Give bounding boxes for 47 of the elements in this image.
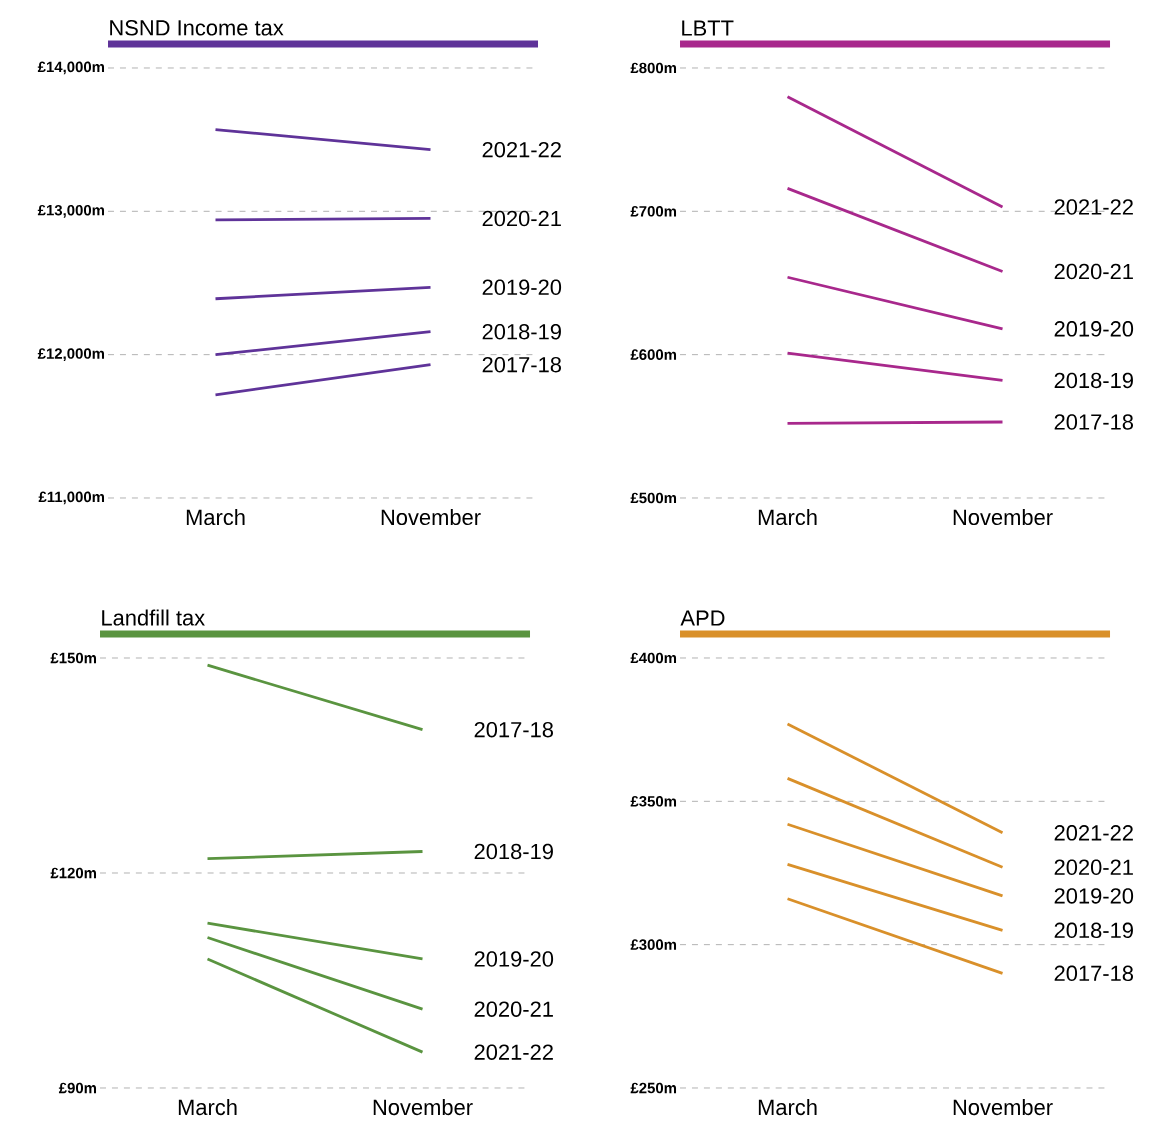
y-tick-label: £13,000m (37, 204, 105, 218)
x-tick-label: March (758, 509, 817, 526)
text: 2021-22 (1054, 825, 1133, 841)
text: 2018-19 (474, 843, 553, 860)
y-tick-label: £120m (50, 867, 97, 879)
y-tick-label: £14,000m (37, 61, 105, 75)
text: 2019-20 (1054, 888, 1134, 904)
text: 2021-22 (1054, 199, 1133, 215)
text: 2020-21 (482, 210, 561, 227)
chart-title: APD (680, 610, 725, 626)
y-tick-label: £150m (50, 652, 97, 664)
text: 2017-18 (482, 356, 561, 373)
text: 2018-19 (482, 323, 561, 340)
text: 2017-18 (474, 721, 553, 738)
x-tick-label: March (186, 509, 245, 526)
text: 2018-19 (1054, 922, 1133, 939)
text: 2017-18 (1054, 414, 1134, 430)
chart-title: Landfill tax (102, 609, 205, 626)
y-tick-label: £350m (630, 796, 677, 807)
x-tick-label: March (178, 1099, 237, 1116)
x-tick-label: March (758, 1099, 817, 1116)
y-tick-label: £600m (630, 349, 677, 360)
y-tick-label: £700m (630, 206, 677, 217)
y-tick-label: £300m (630, 939, 677, 950)
x-tick-label: November (953, 509, 1053, 526)
x-tick-label: November (381, 509, 481, 526)
x-tick-label: November (373, 1099, 473, 1116)
y-tick-label: £250m (630, 1082, 677, 1094)
y-tick-label: £90m (58, 1082, 97, 1094)
text: 2020-21 (1054, 859, 1133, 876)
y-tick-label: £400m (630, 652, 677, 664)
text: 2019-20 (482, 279, 562, 296)
text: 2019-20 (1054, 321, 1134, 337)
text: 2019-20 (474, 951, 554, 967)
y-tick-label: £800m (630, 62, 677, 74)
text: 2017-18 (1054, 965, 1134, 982)
text: 2020-21 (1054, 263, 1133, 280)
chart-title: NSND Income tax (110, 20, 284, 36)
text: 2021-22 (474, 1044, 553, 1060)
chart-title: LBTT (682, 20, 734, 36)
text: 2020-21 (474, 1001, 553, 1017)
y-tick-label: £11,000m (38, 491, 105, 505)
text: 2018-19 (1054, 372, 1133, 389)
text: 2021-22 (482, 141, 561, 158)
y-tick-label: £500m (630, 492, 677, 504)
y-tick-label: £12,000m (37, 348, 105, 362)
x-tick-label: November (953, 1099, 1053, 1116)
